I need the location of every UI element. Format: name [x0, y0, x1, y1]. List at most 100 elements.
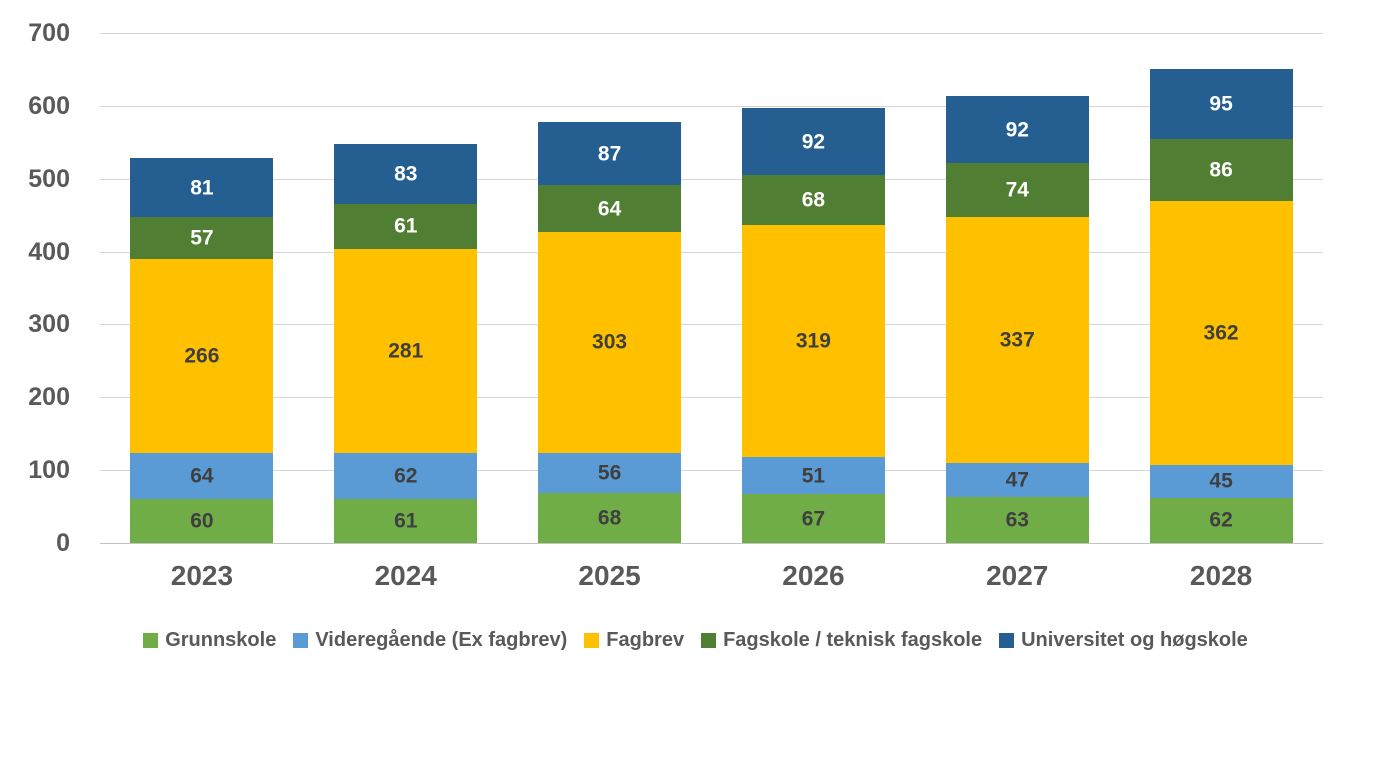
y-axis-tick-label: 0 [56, 529, 70, 557]
data-label: 337 [999, 328, 1035, 352]
stacked-bar-2027: 63 47 337 74 92 [945, 96, 1089, 543]
bar-segment: 56 [538, 452, 682, 494]
data-label: 64 [190, 464, 214, 488]
y-axis-tick-label: 700 [28, 19, 70, 47]
bar-segment: 266 [130, 258, 274, 453]
gridline [100, 324, 1323, 326]
bar-segment: 47 [945, 462, 1089, 498]
bar-segment: 92 [945, 96, 1089, 164]
stacked-bar-2028: 62 45 362 86 95 [1149, 69, 1293, 543]
bar-segment: 61 [334, 204, 478, 249]
bar-segment: 62 [1149, 497, 1293, 543]
bar-segment: 83 [334, 143, 478, 205]
bar-segment: 281 [334, 248, 478, 454]
bar-segment: 81 [130, 158, 274, 218]
data-label: 62 [1209, 508, 1233, 532]
data-label: 57 [190, 226, 214, 250]
data-label: 92 [801, 130, 826, 154]
bar-segment: 64 [130, 452, 274, 500]
y-axis-tick-label: 200 [28, 383, 70, 412]
chart-legend: Grunnskole Videregående (Ex fagbrev) Fagbr… [0, 624, 1391, 656]
bar-segment: 45 [1149, 465, 1293, 498]
data-label: 64 [597, 197, 622, 221]
gridline [100, 178, 1323, 180]
legend-swatch [584, 632, 600, 648]
y-axis-tick-label: 100 [28, 456, 70, 485]
data-label: 47 [1005, 468, 1029, 492]
legend-item: Universitet og høgskole [999, 629, 1248, 652]
x-axis-tick-label: 2028 [1189, 560, 1253, 591]
legend-label: Fagbrev [606, 628, 685, 651]
data-label: 67 [801, 507, 826, 531]
data-label: 62 [394, 464, 418, 488]
legend-swatch [293, 632, 309, 648]
gridline [100, 397, 1323, 399]
bar-segment: 74 [945, 163, 1089, 218]
data-label: 63 [1005, 508, 1029, 532]
bar-segment: 92 [741, 108, 885, 176]
data-label: 362 [1203, 321, 1239, 345]
bar-segment: 87 [538, 121, 682, 186]
legend-swatch [999, 632, 1015, 648]
legend-swatch [701, 632, 717, 648]
data-label: 281 [388, 339, 424, 363]
data-label: 56 [597, 461, 622, 485]
y-axis-tick-label: 300 [28, 310, 70, 339]
bar-segment: 303 [538, 231, 682, 453]
legend-item: Videregående (Ex fagbrev) [293, 629, 567, 652]
bar-segment: 60 [130, 499, 274, 543]
legend-label: Videregående (Ex fagbrev) [315, 628, 568, 651]
gridline [100, 543, 1323, 544]
data-label: 303 [592, 330, 628, 354]
legend-label: Grunnskole [165, 628, 277, 651]
y-axis-tick-label: 400 [28, 237, 70, 266]
gridline [100, 251, 1323, 253]
gridline [100, 33, 1323, 34]
legend-item: Fagbrev [584, 629, 684, 652]
data-label: 61 [394, 509, 418, 533]
bar-segment: 319 [741, 224, 885, 458]
legend-item: Grunnskole [143, 629, 276, 652]
bar-segment: 337 [945, 217, 1089, 463]
data-label: 68 [597, 506, 622, 530]
data-label: 51 [801, 464, 826, 488]
legend-item: Fagskole / teknisk fagskole [701, 629, 982, 652]
legend-label: Universitet og høgskole [1021, 628, 1248, 651]
x-axis-tick-label: 2023 [170, 560, 234, 591]
bar-segment: 51 [741, 457, 885, 495]
x-axis-tick-label: 2026 [782, 560, 845, 591]
bar-segment: 95 [1149, 69, 1293, 139]
data-label: 92 [1005, 118, 1029, 142]
stacked-bar-2025: 68 56 303 64 87 [538, 121, 682, 543]
bar-segment: 63 [945, 497, 1089, 543]
y-axis-tick-label: 600 [28, 91, 70, 120]
data-label: 319 [795, 329, 831, 353]
bar-segment: 57 [130, 217, 274, 259]
bar-segment: 68 [741, 175, 885, 225]
bar-segment: 61 [334, 498, 478, 543]
bar-segment: 68 [538, 493, 682, 543]
x-axis-tick-label: 2025 [578, 560, 641, 591]
x-axis-tick-label: 2024 [374, 560, 437, 591]
data-label: 95 [1209, 92, 1233, 116]
bar-segment: 362 [1149, 201, 1293, 466]
data-label: 61 [394, 214, 418, 238]
bar-segment: 64 [538, 185, 682, 232]
stacked-bar-2026: 67 51 319 68 92 [741, 108, 885, 543]
legend-swatch [143, 632, 159, 648]
data-label: 87 [597, 142, 622, 166]
gridline [100, 105, 1323, 107]
x-axis-tick-label: 2027 [986, 560, 1049, 591]
data-label: 86 [1209, 158, 1233, 182]
stacked-bar-2024: 61 62 281 61 83 [334, 143, 478, 543]
legend-label: Fagskole / teknisk fagskole [723, 628, 983, 651]
bar-segment: 67 [741, 494, 885, 543]
stacked-bar-2023: 60 64 266 57 81 [130, 158, 274, 543]
bar-segment: 86 [1149, 138, 1293, 202]
data-label: 266 [184, 344, 220, 368]
gridline [100, 470, 1323, 472]
data-label: 83 [394, 162, 418, 186]
data-label: 74 [1005, 178, 1029, 202]
data-label: 60 [190, 509, 214, 533]
data-label: 45 [1209, 469, 1233, 493]
